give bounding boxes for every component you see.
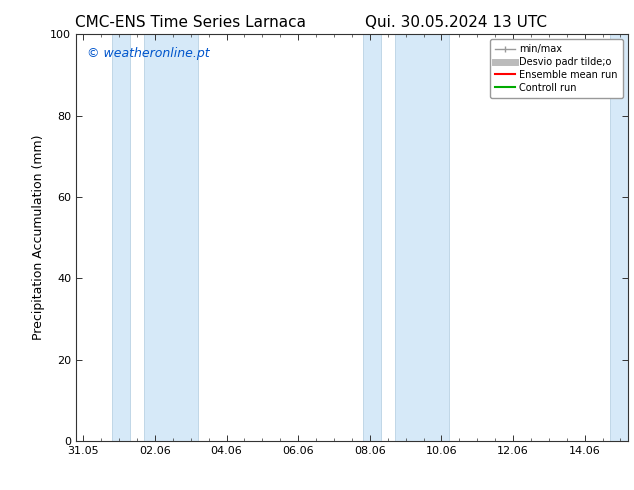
Text: CMC-ENS Time Series Larnaca: CMC-ENS Time Series Larnaca [75,15,306,30]
Bar [112,34,130,441]
Legend: min/max, Desvio padr tilde;o, Ensemble mean run, Controll run: min/max, Desvio padr tilde;o, Ensemble m… [490,39,623,98]
Y-axis label: Precipitation Accumulation (mm): Precipitation Accumulation (mm) [32,135,44,341]
Bar [395,34,449,441]
Text: Qui. 30.05.2024 13 UTC: Qui. 30.05.2024 13 UTC [365,15,548,30]
Bar [363,34,380,441]
Text: © weatheronline.pt: © weatheronline.pt [87,47,210,59]
Bar [610,34,628,441]
Bar [144,34,198,441]
